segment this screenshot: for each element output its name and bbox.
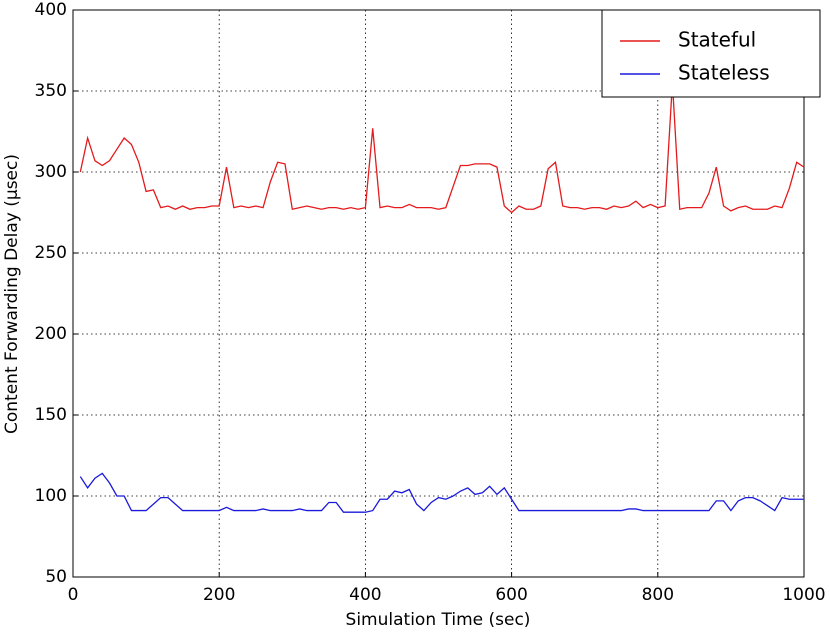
y-tick-label: 100 — [35, 486, 67, 506]
y-tick-label: 350 — [35, 81, 67, 101]
legend-label: Stateful — [678, 28, 756, 52]
y-tick-label: 150 — [35, 405, 67, 425]
series-line — [79, 82, 805, 214]
y-axis-label: Content Forwarding Delay (μsec) — [2, 154, 22, 434]
x-tick-label: 1000 — [782, 585, 825, 605]
x-tick-label: 0 — [68, 585, 79, 605]
x-tick-label: 200 — [203, 585, 235, 605]
legend-label: Stateless — [678, 61, 770, 85]
series-line — [79, 472, 804, 513]
y-tick-label: 300 — [35, 162, 67, 182]
y-tick-label: 200 — [35, 324, 67, 344]
y-tick-label: 50 — [45, 567, 67, 587]
legend-box — [601, 9, 821, 98]
x-axis-label: Simulation Time (sec) — [346, 610, 531, 630]
x-tick-label: 800 — [642, 585, 674, 605]
x-tick-label: 600 — [495, 585, 527, 605]
x-tick-label: 400 — [349, 585, 381, 605]
y-tick-label: 400 — [35, 0, 67, 20]
y-tick-label: 250 — [35, 243, 67, 263]
